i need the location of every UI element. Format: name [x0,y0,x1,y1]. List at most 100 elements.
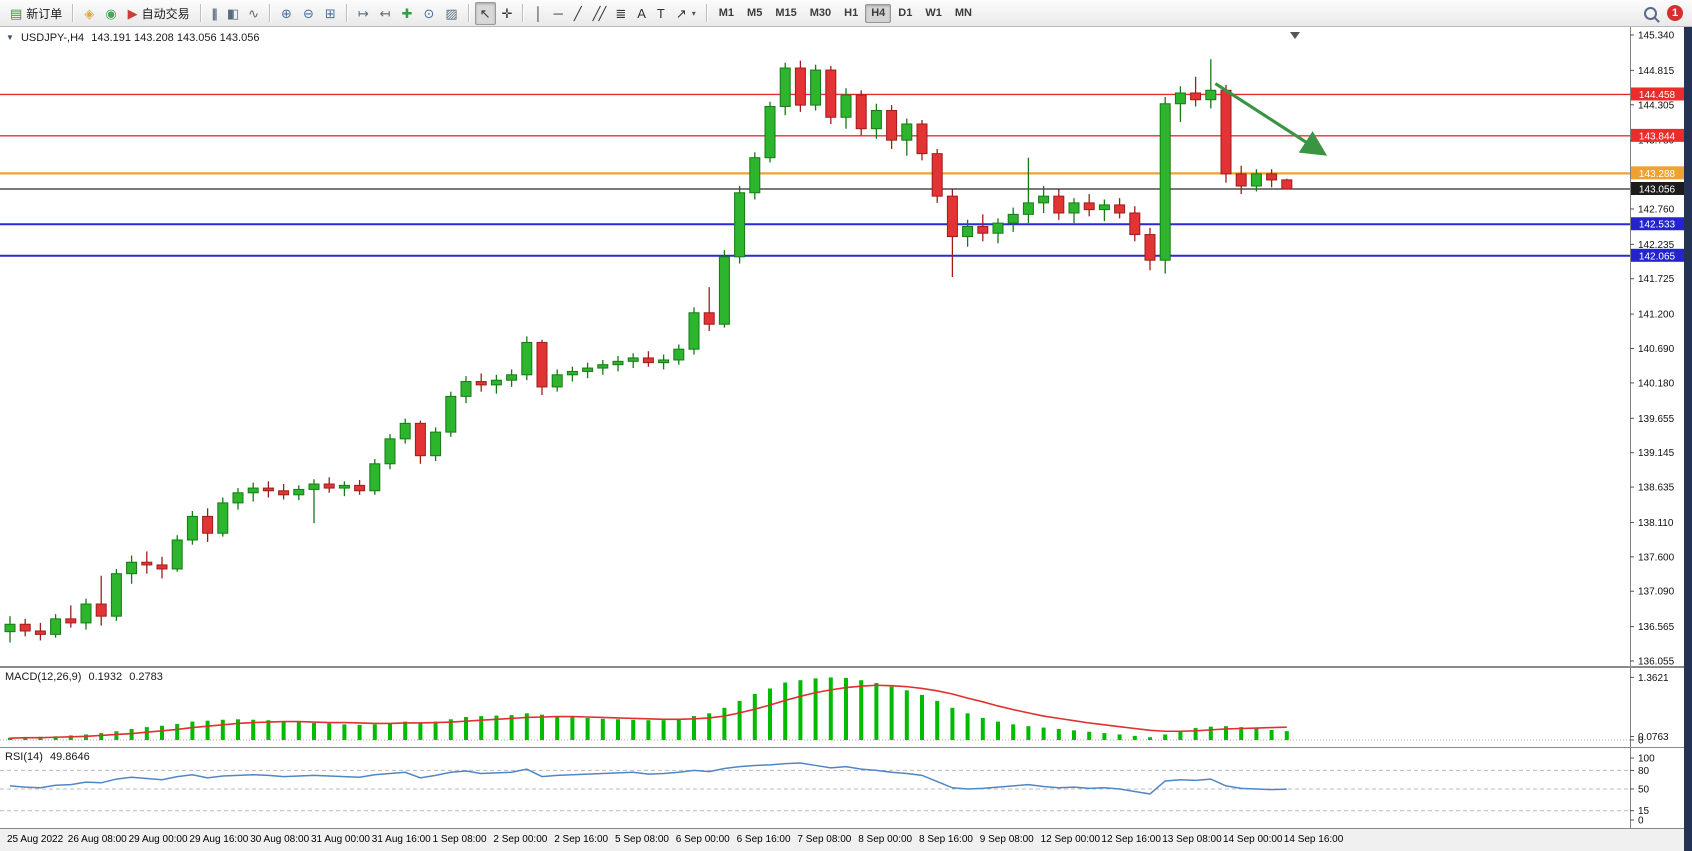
candle [734,186,746,264]
template-icon: ▨ [445,5,458,21]
add-indicator-icon: ✚ [401,5,413,21]
channel-icon: ╱╱ [592,5,607,21]
cursor-button[interactable]: ↖ [474,1,496,25]
zoom-out-button[interactable]: ⊖ [298,2,319,25]
candle [764,101,776,163]
tile-windows-button[interactable]: ⊞ [320,2,341,25]
vertical-scrollbar[interactable] [1684,27,1692,851]
candle [95,575,107,626]
toolbar-separator [199,4,202,22]
auto-scroll-button[interactable]: ↦ [353,2,374,25]
time-label: 14 Sep 00:00 [1223,834,1283,845]
collapse-marker-icon[interactable]: ▼ [6,33,14,42]
candle [1250,169,1262,192]
chart-shift-icon: ↤ [379,5,391,21]
templates-button[interactable]: ▨ [440,2,462,25]
new-order-button[interactable]: ▤ 新订单 [5,2,67,25]
candle [1235,165,1247,195]
price-line-label: 143.844 [1639,131,1676,142]
candle [126,555,138,584]
timeframe-m15-button[interactable]: M15 [775,7,797,19]
candle [1068,198,1080,224]
time-label: 8 Sep 16:00 [919,834,973,845]
trendline-button[interactable]: ╱ [569,2,587,25]
text-label-button[interactable]: T [652,2,670,25]
autotrading-button[interactable]: ▶ 自动交易 [123,2,195,25]
price-tick: 138.635 [1638,483,1675,494]
price-tick: 136.565 [1638,622,1675,633]
channel-button[interactable]: ╱╱ [588,2,610,25]
time-label: 9 Sep 08:00 [979,834,1034,845]
macd-scale-tick: 0.0763 [1638,732,1669,743]
price-tick: 142.235 [1638,240,1675,251]
arrows-button[interactable]: ↗ ▾ [671,2,701,25]
vertical-line-button[interactable]: │ [529,2,547,25]
macd-scale-tick: 0 [1638,736,1644,747]
horizontal-line-button[interactable]: ─ [549,2,568,25]
price-pane[interactable]: 145.340144.815144.305143.780142.760142.2… [0,27,1692,667]
rsi-scale-tick: 0 [1638,816,1644,827]
mql5-wizard-button[interactable]: ◈ [79,2,99,25]
candle [992,218,1004,244]
timeframe-h1-button[interactable]: H1 [844,7,859,19]
fibonacci-button[interactable]: ≣ [610,2,631,25]
text-icon: A [637,5,646,21]
candles-layer [4,59,1293,643]
time-label: 5 Sep 08:00 [615,834,669,845]
candle [597,359,609,375]
timeframe-mn-button[interactable]: MN [954,7,972,19]
candle [855,90,867,136]
price-tick: 139.145 [1638,448,1675,459]
candlestick-chart-button[interactable]: ▮▯ [222,2,242,25]
candle [1220,84,1232,183]
rsi-value: 49.8646 [49,751,90,763]
text-button[interactable]: A [632,2,651,25]
indicators-button[interactable]: ✚ [397,2,418,25]
candle [110,568,122,621]
rsi-scale-tick: 15 [1638,806,1650,817]
candle [1281,178,1293,190]
search-button[interactable] [1639,2,1662,25]
candle [521,336,533,381]
candle [445,391,457,437]
timeframe-m1-button[interactable]: M1 [718,7,735,19]
candle [4,616,16,643]
line-chart-button[interactable]: ∿ [243,2,264,25]
candle [916,119,928,161]
time-label: 12 Sep 16:00 [1101,834,1161,845]
chart-shift-button[interactable]: ↤ [375,2,396,25]
time-label: 8 Sep 00:00 [858,834,913,845]
timeframe-d1-button[interactable]: D1 [898,7,913,19]
candle [141,551,153,574]
rsi-scale-tick: 80 [1638,766,1650,777]
search-icon [1644,6,1657,20]
time-label: 2 Sep 16:00 [554,834,609,845]
zoom-out-icon: ⊖ [302,5,314,21]
toolbar-separator [345,4,348,22]
time-axis[interactable]: 25 Aug 2022 26 Aug 08:00 29 Aug 00:00 29 Au… [0,828,1692,851]
price-line-label: 142.065 [1639,251,1676,262]
notification-badge[interactable]: 1 [1667,5,1683,21]
timeframe-w1-button[interactable]: W1 [925,7,942,19]
zoom-in-button[interactable]: ⊕ [276,2,297,25]
chart-shift-marker[interactable] [1290,32,1300,39]
timeframe-m5-button[interactable]: M5 [747,7,763,19]
periods-button[interactable]: ⊙ [418,2,439,25]
market-button[interactable]: ◉ [100,2,121,25]
candle [825,66,837,124]
cursor-icon: ↖ [479,5,491,21]
trend-arrow[interactable] [1214,82,1328,156]
time-label: 2 Sep 00:00 [493,834,548,845]
price-tick: 140.690 [1638,344,1675,355]
timeframe-m30-button[interactable]: M30 [809,7,832,19]
timeframe-h4-button[interactable]: H4 [865,3,892,23]
crosshair-button[interactable]: ✛ [497,2,518,25]
candle [414,420,426,464]
new-order-button-label: 新订单 [26,6,63,21]
price-tick: 144.815 [1638,66,1675,77]
bars-chart-button[interactable]: ||| [207,2,221,25]
autotrading-play-icon: ▶ [127,5,138,21]
time-label: 1 Sep 08:00 [432,834,487,845]
